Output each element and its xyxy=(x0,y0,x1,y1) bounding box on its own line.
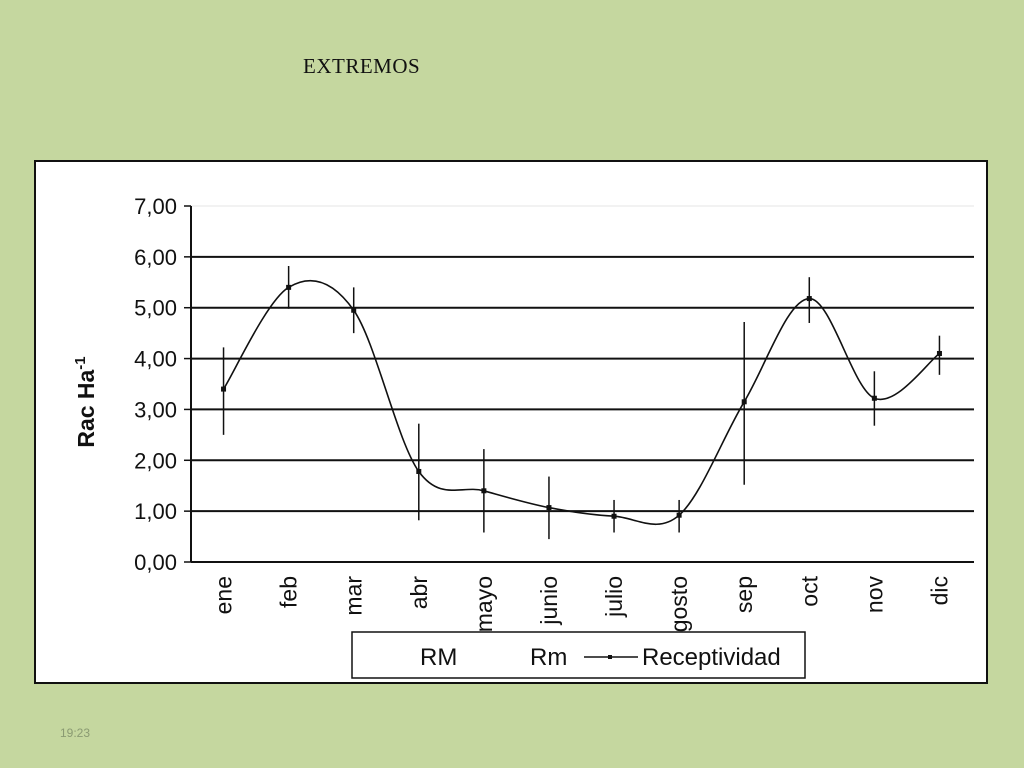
y-tick-label: 5,00 xyxy=(134,296,177,321)
x-tick-label: mar xyxy=(341,576,367,616)
data-point xyxy=(936,350,942,356)
legend: RM Rm Receptividad xyxy=(351,631,806,679)
legend-marker-receptividad xyxy=(608,655,612,659)
data-point xyxy=(416,468,422,474)
series-markers xyxy=(221,284,942,519)
x-tick-label: oct xyxy=(796,575,822,606)
chart-frame: 0,00 1,00 2,00 3,00 4,00 5,00 6,00 7,00 ene feb m… xyxy=(34,160,988,684)
legend-label-rm-lower: Rm xyxy=(530,644,567,671)
data-point xyxy=(546,505,552,511)
x-tick-label: dic xyxy=(926,576,952,605)
y-tick-label: 3,00 xyxy=(134,397,177,422)
data-point xyxy=(481,488,487,494)
data-point xyxy=(286,284,292,290)
data-point xyxy=(806,296,812,302)
legend-box xyxy=(351,631,806,679)
x-tick-label: sep xyxy=(731,576,757,613)
y-axis-title-superscript: -1 xyxy=(72,356,89,369)
legend-label-rm-upper: RM xyxy=(420,644,457,671)
y-axis-title: Rac Ha-1 xyxy=(72,356,99,447)
data-point xyxy=(611,513,617,519)
data-point xyxy=(871,395,877,401)
x-tick-label: mayo xyxy=(471,576,497,632)
data-point xyxy=(741,399,747,405)
y-tick-label: 7,00 xyxy=(134,194,177,219)
y-axis-title-main: Rac Ha xyxy=(73,369,99,447)
series-line-receptividad xyxy=(222,279,940,526)
y-tick-label: 0,00 xyxy=(134,550,177,575)
y-tick-label: 2,00 xyxy=(134,448,177,473)
data-point xyxy=(676,512,682,518)
y-tick-label: 4,00 xyxy=(134,347,177,372)
y-axis-label: Rac Ha-1 xyxy=(72,356,99,447)
x-tick-label: feb xyxy=(276,576,302,608)
legend-label-receptividad: Receptividad xyxy=(642,644,781,671)
line-chart: 0,00 1,00 2,00 3,00 4,00 5,00 6,00 7,00 ene feb m… xyxy=(72,194,974,679)
grid-lines xyxy=(184,205,974,563)
x-tick-label: ene xyxy=(211,576,237,614)
y-tick-labels: 0,00 1,00 2,00 3,00 4,00 5,00 6,00 7,00 xyxy=(134,194,177,575)
data-point xyxy=(221,386,227,392)
y-tick-label: 6,00 xyxy=(134,245,177,270)
x-tick-label: nov xyxy=(861,576,887,614)
slide-timestamp: 19:23 xyxy=(60,726,91,740)
x-tick-label: julio xyxy=(601,576,627,618)
slide-title: EXTREMOS xyxy=(303,54,421,78)
x-tick-label: junio xyxy=(536,576,562,626)
y-tick-label: 1,00 xyxy=(134,499,177,524)
data-point xyxy=(351,307,357,313)
x-tick-label: abr xyxy=(406,576,432,610)
